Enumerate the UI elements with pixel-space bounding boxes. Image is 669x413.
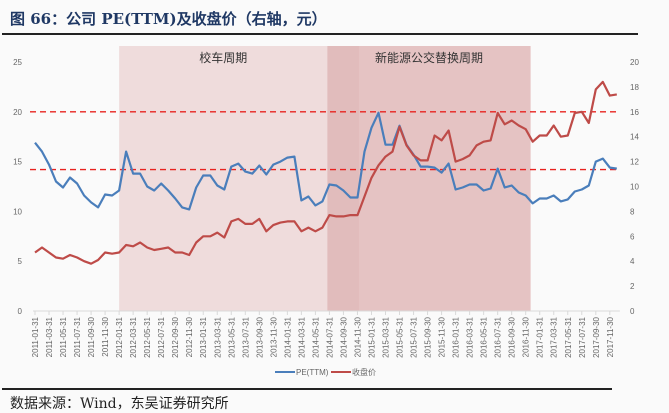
- y-right-tick-label: 12: [630, 158, 639, 167]
- x-tick-label: 2014-11-30: [353, 316, 362, 357]
- x-tick-label: 2015-01-31: [367, 316, 376, 357]
- x-tick-label: 2017-11-30: [606, 316, 615, 357]
- x-tick-label: 2016-05-31: [480, 316, 489, 357]
- x-tick-label: 2017-09-30: [592, 316, 601, 357]
- x-tick-label: 2017-05-31: [564, 316, 573, 357]
- x-tick-label: 2013-07-31: [241, 316, 250, 357]
- y-right-tick-label: 4: [630, 257, 635, 266]
- x-tick-label: 2015-11-30: [438, 316, 447, 357]
- y-right-tick-label: 14: [630, 133, 639, 142]
- x-tick-label: 2012-01-31: [115, 316, 124, 357]
- y-right-tick-label: 16: [630, 108, 639, 117]
- y-right-tick-label: 0: [630, 307, 635, 316]
- legend-label-1: 收盘价: [352, 367, 376, 377]
- bottom-rule: [2, 388, 612, 390]
- y-right-tick-label: 20: [630, 58, 639, 67]
- y-left-tick-label: 20: [13, 108, 22, 117]
- x-tick-label: 2014-01-31: [283, 316, 292, 357]
- shaded-period-label-0: 校车周期: [199, 50, 247, 65]
- x-tick-label: 2017-03-31: [550, 316, 559, 357]
- x-tick-label: 2014-05-31: [311, 316, 320, 357]
- legend-label-0: PE(TTM): [296, 368, 329, 377]
- y-right-tick-label: 2: [630, 282, 635, 291]
- x-tick-label: 2015-05-31: [396, 316, 405, 357]
- x-tick-label: 2015-07-31: [410, 316, 419, 357]
- x-tick-label: 2015-03-31: [382, 316, 391, 357]
- y-right-tick-label: 8: [630, 207, 635, 216]
- y-left-tick-label: 25: [13, 58, 22, 67]
- x-tick-label: 2016-01-31: [452, 316, 461, 357]
- x-tick-label: 2012-07-31: [157, 316, 166, 357]
- x-tick-label: 2016-07-31: [494, 316, 503, 357]
- x-tick-label: 2016-09-30: [508, 316, 517, 357]
- x-tick-label: 2014-07-31: [325, 316, 334, 357]
- x-tick-label: 2014-03-31: [297, 316, 306, 357]
- x-tick-label: 2014-09-30: [339, 316, 348, 357]
- shaded-overlap: [327, 46, 359, 311]
- x-tick-label: 2013-03-31: [213, 316, 222, 357]
- x-tick-label: 2011-05-31: [59, 316, 68, 357]
- y-right-tick-label: 6: [630, 232, 635, 241]
- x-tick-label: 2011-11-30: [101, 316, 110, 356]
- y-left-tick-label: 5: [18, 257, 23, 266]
- x-tick-label: 2013-09-30: [255, 316, 264, 357]
- y-left-tick-label: 0: [18, 307, 23, 316]
- x-tick-label: 2011-03-31: [45, 316, 54, 357]
- x-tick-label: 2017-01-31: [536, 316, 545, 357]
- x-tick-label: 2016-11-30: [522, 316, 531, 357]
- x-tick-label: 2012-05-31: [143, 316, 152, 357]
- source-note: 数据来源：Wind，东吴证券研究所: [10, 393, 229, 413]
- shaded-period-0: [119, 46, 327, 311]
- x-tick-label: 2011-07-31: [73, 316, 82, 357]
- x-tick-label: 2012-03-31: [129, 316, 138, 357]
- y-right-tick-label: 18: [630, 83, 639, 92]
- y-right-tick-label: 10: [630, 183, 639, 192]
- y-left-tick-label: 15: [13, 158, 22, 167]
- shaded-period-label-1: 新能源公交替换周期: [375, 50, 483, 65]
- x-tick-label: 2012-09-30: [171, 316, 180, 357]
- x-tick-label: 2013-01-31: [199, 316, 208, 357]
- x-tick-label: 2011-01-31: [31, 316, 40, 357]
- x-tick-label: 2013-05-31: [227, 316, 236, 357]
- x-tick-label: 2017-07-31: [578, 316, 587, 357]
- x-tick-label: 2011-09-30: [87, 316, 96, 357]
- y-left-tick-label: 10: [13, 207, 22, 216]
- x-tick-label: 2012-11-30: [185, 316, 194, 357]
- x-tick-label: 2016-03-31: [466, 316, 475, 357]
- x-tick-label: 2015-09-30: [424, 316, 433, 357]
- x-tick-label: 2013-11-30: [269, 316, 278, 357]
